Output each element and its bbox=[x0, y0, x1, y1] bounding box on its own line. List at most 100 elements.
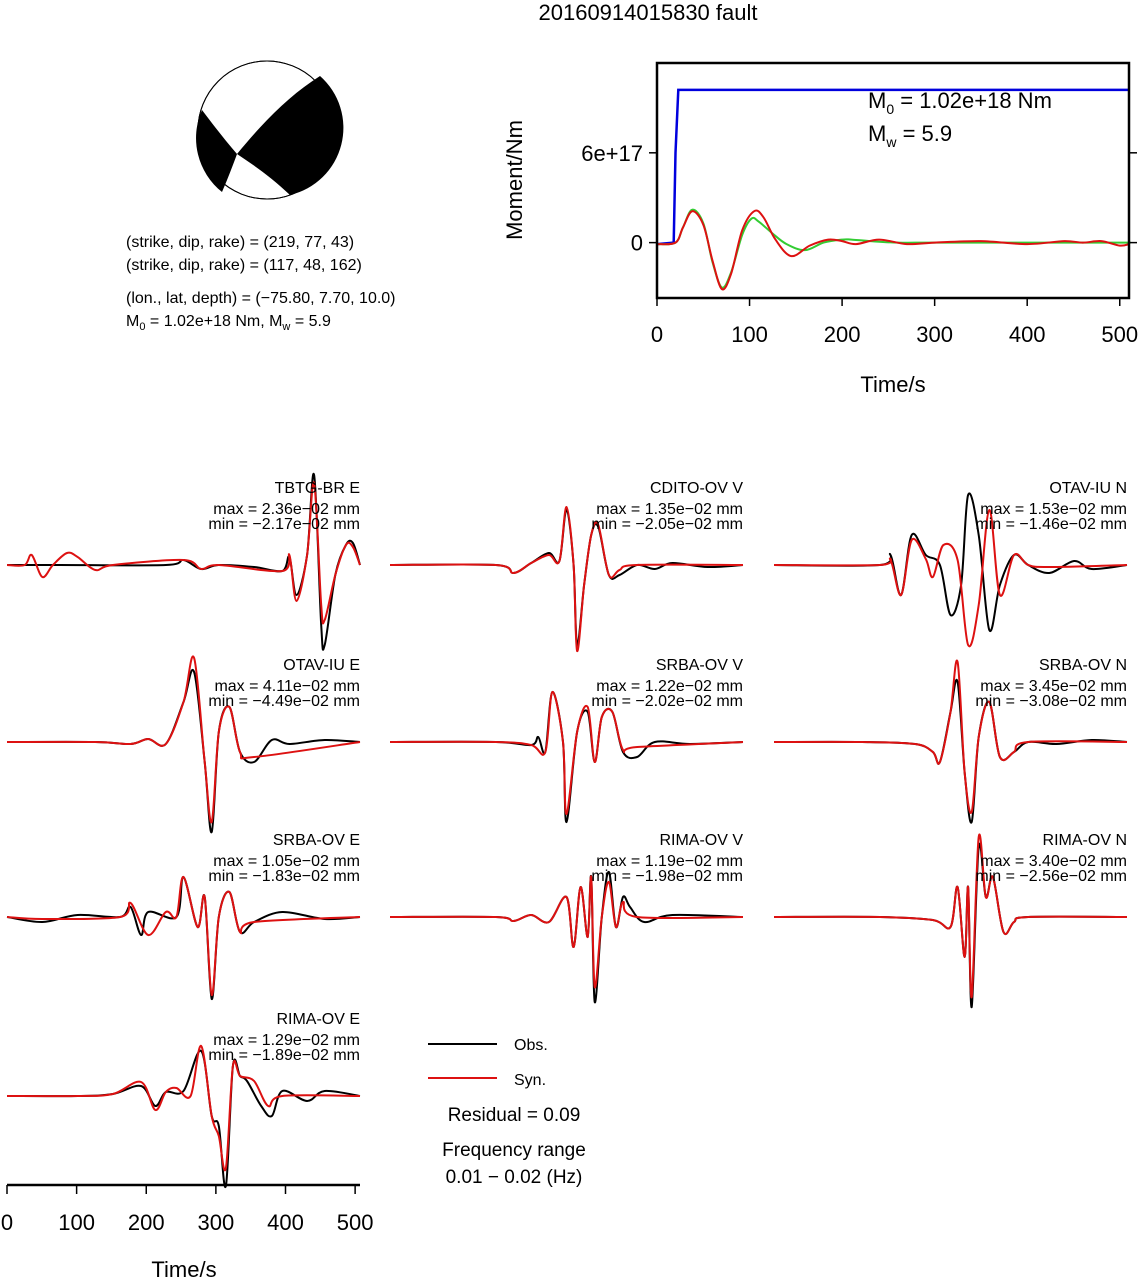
station-label: OTAV-IU N bbox=[1049, 480, 1127, 497]
min-amplitude-label: min = −1.89e−02 mm bbox=[208, 1047, 360, 1064]
moment-x-ticks: 0 100 200 300 400 500 bbox=[651, 298, 1138, 347]
m0-text: = 1.02e+18 Nm, M bbox=[145, 313, 282, 330]
moment-m0-annotation: M0 = 1.02e+18 Nm bbox=[868, 88, 1052, 117]
waveform-x-tick-label: 200 bbox=[128, 1210, 165, 1235]
moment-x-tick-label: 200 bbox=[824, 322, 861, 347]
min-amplitude-label: min = −1.46e−02 mm bbox=[975, 516, 1127, 533]
waveform-x-tick-label: 300 bbox=[198, 1210, 235, 1235]
max-amplitude-label: max = 3.45e−02 mm bbox=[980, 678, 1127, 695]
waveform-x-tick-label: 400 bbox=[267, 1210, 304, 1235]
observed-waveform bbox=[389, 690, 744, 824]
moment-y-ticks: 0 6e+17 bbox=[581, 141, 1137, 256]
waveform-x-ticks: 0 100 200 300 400 500 bbox=[1, 1185, 374, 1235]
moment-mw-annotation: Mw = 5.9 bbox=[868, 121, 952, 150]
mw-annot-sub: w bbox=[885, 134, 897, 150]
min-amplitude-label: min = −3.08e−02 mm bbox=[975, 693, 1127, 710]
min-amplitude-label: min = −2.17e−02 mm bbox=[208, 516, 360, 533]
max-amplitude-label: max = 1.35e−02 mm bbox=[596, 501, 743, 518]
moment-x-tick-label: 400 bbox=[1009, 322, 1046, 347]
mw-annot-symbol: M bbox=[868, 121, 886, 146]
max-amplitude-label: max = 1.19e−02 mm bbox=[596, 853, 743, 870]
legend-syn-label: Syn. bbox=[514, 1072, 546, 1089]
synthetic-waveform bbox=[6, 655, 361, 824]
moment-x-tick-label: 0 bbox=[651, 322, 663, 347]
m0-subscript: 0 bbox=[139, 321, 145, 333]
synthetic-waveform bbox=[773, 659, 1128, 814]
frequency-label: Frequency range bbox=[442, 1140, 586, 1161]
observed-waveform bbox=[6, 1049, 361, 1188]
min-amplitude-label: min = −2.02e−02 mm bbox=[591, 693, 743, 710]
moment-plot: 0 100 200 300 400 500 0 6e+17 Time/s Moment/Nm… bbox=[502, 61, 1138, 397]
synthetic-rate-line bbox=[656, 209, 1130, 291]
moment-y-tick-label: 0 bbox=[631, 231, 643, 256]
waveform-x-tick-label: 100 bbox=[58, 1210, 95, 1235]
synthetic-waveform bbox=[773, 833, 1128, 999]
max-amplitude-label: max = 3.40e−02 mm bbox=[980, 853, 1127, 870]
max-amplitude-label: max = 1.53e−02 mm bbox=[980, 501, 1127, 518]
min-amplitude-label: min = −1.83e−02 mm bbox=[208, 868, 360, 885]
max-amplitude-label: max = 2.36e−02 mm bbox=[213, 501, 360, 518]
plane1-text: (strike, dip, rake) = (219, 77, 43) bbox=[126, 234, 354, 251]
station-label: SRBA-OV V bbox=[656, 657, 743, 674]
min-amplitude-label: min = −2.56e−02 mm bbox=[975, 868, 1127, 885]
mw-annot-value: = 5.9 bbox=[896, 121, 952, 146]
residual-text: Residual = 0.09 bbox=[448, 1105, 581, 1126]
moment-y-axis-label: Moment/Nm bbox=[502, 120, 527, 240]
waveform-time-axis: 0 100 200 300 400 500 Time/s bbox=[1, 1183, 374, 1281]
synthetic-waveform bbox=[773, 508, 1128, 648]
cumulative-moment-line bbox=[656, 88, 1129, 246]
station-label: RIMA-OV V bbox=[659, 832, 743, 849]
synthetic-waveform bbox=[389, 505, 744, 653]
synthetic-waveform bbox=[6, 481, 361, 625]
max-amplitude-label: max = 1.22e−02 mm bbox=[596, 678, 743, 695]
station-label: OTAV-IU E bbox=[283, 657, 360, 674]
max-amplitude-label: max = 1.29e−02 mm bbox=[213, 1032, 360, 1049]
moment-x-tick-label: 500 bbox=[1101, 322, 1138, 347]
synthetic-waveform bbox=[6, 1044, 361, 1172]
moment-series-group bbox=[656, 88, 1132, 291]
observed-waveform bbox=[6, 875, 361, 1001]
waveform-x-tick-label: 500 bbox=[337, 1210, 374, 1235]
m0-symbol: M bbox=[126, 313, 139, 330]
legend: Obs. Syn. Residual = 0.09 Frequency rang… bbox=[428, 1037, 586, 1188]
synthetic-waveform bbox=[6, 875, 361, 997]
moment-x-tick-label: 300 bbox=[916, 322, 953, 347]
moment-x-tick-label: 100 bbox=[731, 322, 768, 347]
location-text: (lon., lat, depth) = (−75.80, 7.70, 10.0… bbox=[126, 290, 396, 307]
beach-ball-icon bbox=[196, 60, 344, 200]
observed-waveform bbox=[389, 870, 744, 1004]
synthetic-waveform bbox=[389, 690, 744, 816]
min-amplitude-label: min = −4.49e−02 mm bbox=[208, 693, 360, 710]
station-label: SRBA-OV N bbox=[1039, 657, 1127, 674]
mw-text: = 5.9 bbox=[290, 313, 331, 330]
observed-rate-line bbox=[656, 208, 1132, 289]
synthetic-waveform bbox=[389, 875, 744, 989]
station-label: TBTG-BR E bbox=[275, 480, 360, 497]
plane2-text: (strike, dip, rake) = (117, 48, 162) bbox=[126, 257, 362, 274]
station-label: SRBA-OV E bbox=[273, 832, 360, 849]
max-amplitude-label: max = 4.11e−02 mm bbox=[214, 678, 360, 695]
station-label: CDITO-OV V bbox=[650, 480, 743, 497]
station-label: RIMA-OV E bbox=[276, 1011, 360, 1028]
m0-annot-value: = 1.02e+18 Nm bbox=[894, 88, 1052, 113]
moment-y-tick-label: 6e+17 bbox=[581, 141, 643, 166]
m0-annot-sub: 0 bbox=[886, 101, 894, 117]
moment-x-axis-label: Time/s bbox=[860, 372, 925, 397]
min-amplitude-label: min = −1.98e−02 mm bbox=[591, 868, 743, 885]
frequency-value: 0.01 − 0.02 (Hz) bbox=[446, 1167, 583, 1188]
station-label: RIMA-OV N bbox=[1043, 832, 1127, 849]
legend-obs-label: Obs. bbox=[514, 1037, 548, 1054]
moment-plot-frame bbox=[655, 61, 1131, 300]
